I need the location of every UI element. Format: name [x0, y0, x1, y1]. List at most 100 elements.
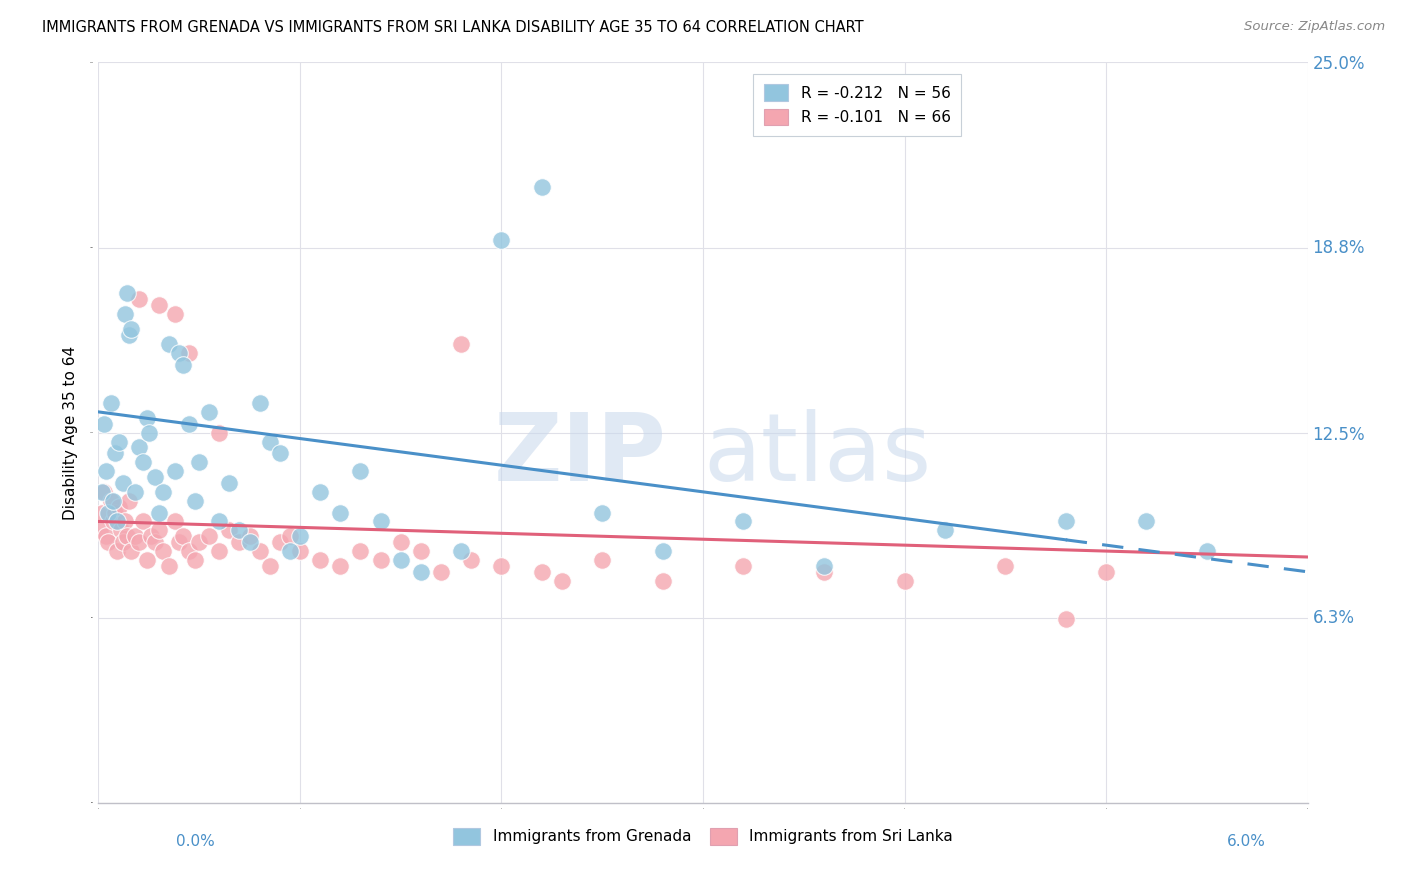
Point	[101, 515, 124, 529]
Point	[450, 544, 472, 558]
Text: ZIP: ZIP	[494, 409, 666, 500]
Point	[591, 553, 613, 567]
Point	[288, 529, 311, 543]
Text: Source: ZipAtlas.com: Source: ZipAtlas.com	[1244, 20, 1385, 33]
Point	[389, 535, 412, 549]
Point	[309, 553, 332, 567]
Point	[179, 417, 201, 431]
Point	[430, 565, 453, 579]
Point	[893, 574, 915, 588]
Point	[370, 515, 392, 529]
Point	[152, 544, 174, 558]
Point	[96, 529, 118, 543]
Point	[163, 515, 186, 529]
Point	[115, 529, 138, 543]
Point	[329, 506, 352, 520]
Legend: Immigrants from Grenada, Immigrants from Sri Lanka: Immigrants from Grenada, Immigrants from…	[447, 822, 959, 851]
Point	[184, 493, 207, 508]
Point	[120, 544, 142, 558]
Point	[1195, 544, 1218, 558]
Point	[460, 553, 482, 567]
Point	[288, 544, 311, 558]
Point	[208, 515, 231, 529]
Point	[101, 493, 124, 508]
Point	[103, 446, 125, 460]
Point	[103, 506, 125, 520]
Point	[107, 434, 129, 449]
Point	[1095, 565, 1118, 579]
Y-axis label: Disability Age 35 to 64: Disability Age 35 to 64	[63, 345, 79, 520]
Point	[1054, 612, 1077, 626]
Point	[135, 410, 157, 425]
Point	[409, 544, 432, 558]
Point	[269, 446, 291, 460]
Point	[91, 484, 114, 499]
Point	[132, 515, 155, 529]
Point	[135, 553, 157, 567]
Point	[163, 464, 186, 478]
Point	[152, 484, 174, 499]
Point	[172, 358, 194, 372]
Point	[114, 515, 136, 529]
Point	[96, 464, 118, 478]
Point	[91, 506, 114, 520]
Point	[179, 345, 201, 359]
Point	[530, 179, 553, 194]
Point	[179, 544, 201, 558]
Point	[184, 553, 207, 567]
Point	[124, 529, 146, 543]
Point	[111, 535, 134, 549]
Point	[269, 535, 291, 549]
Point	[100, 493, 122, 508]
Point	[309, 484, 332, 499]
Point	[188, 535, 211, 549]
Point	[157, 336, 180, 351]
Point	[1135, 515, 1157, 529]
Point	[93, 484, 115, 499]
Point	[409, 565, 432, 579]
Point	[651, 544, 673, 558]
Point	[228, 524, 250, 538]
Point	[591, 506, 613, 520]
Point	[934, 524, 956, 538]
Point	[167, 535, 190, 549]
Point	[208, 425, 231, 440]
Point	[218, 475, 240, 490]
Point	[239, 535, 262, 549]
Point	[148, 524, 170, 538]
Point	[198, 529, 221, 543]
Point	[163, 307, 186, 321]
Point	[97, 535, 120, 549]
Point	[349, 544, 371, 558]
Point	[530, 565, 553, 579]
Point	[349, 464, 371, 478]
Point	[110, 524, 132, 538]
Point	[259, 558, 281, 573]
Point	[139, 529, 162, 543]
Point	[259, 434, 281, 449]
Point	[143, 470, 166, 484]
Point	[172, 529, 194, 543]
Point	[100, 396, 122, 410]
Point	[813, 558, 835, 573]
Point	[148, 298, 170, 312]
Point	[198, 405, 221, 419]
Point	[249, 396, 271, 410]
Point	[389, 553, 412, 567]
Point	[994, 558, 1017, 573]
Point	[89, 524, 111, 538]
Point	[114, 307, 136, 321]
Point	[105, 544, 128, 558]
Point	[128, 441, 150, 455]
Point	[124, 484, 146, 499]
Point	[143, 535, 166, 549]
Point	[249, 544, 271, 558]
Point	[651, 574, 673, 588]
Point	[278, 529, 301, 543]
Point	[450, 336, 472, 351]
Point	[491, 233, 513, 247]
Point	[132, 455, 155, 469]
Point	[157, 558, 180, 573]
Point	[118, 493, 141, 508]
Text: 6.0%: 6.0%	[1226, 834, 1265, 849]
